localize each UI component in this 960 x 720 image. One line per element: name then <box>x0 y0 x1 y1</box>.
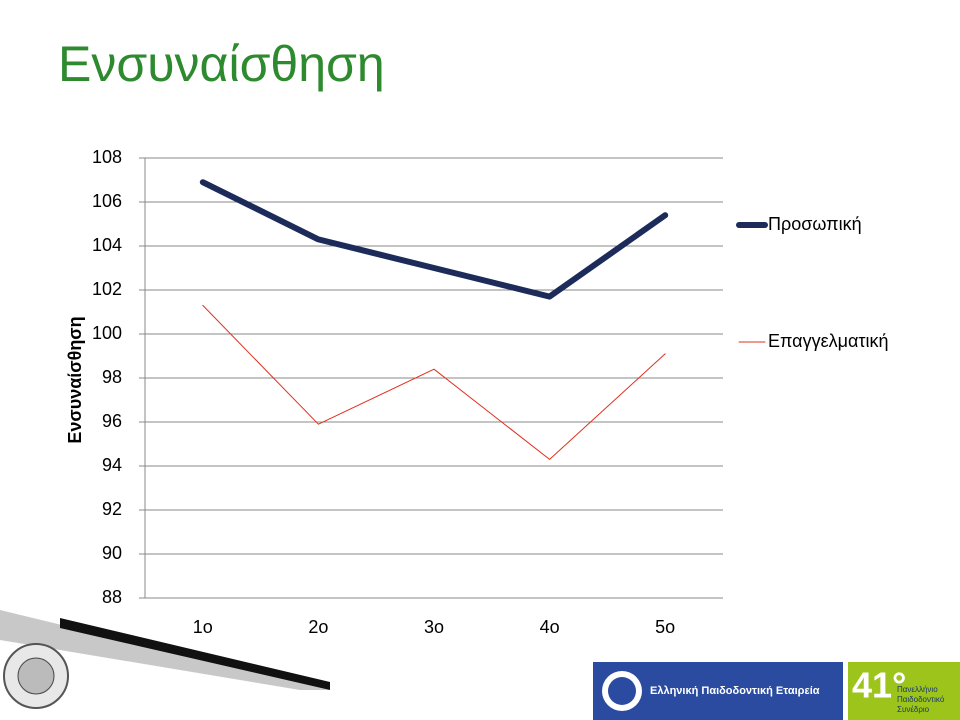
congress-name: Πανελλήνιο <box>897 685 938 694</box>
x-tick-label: 5ο <box>655 617 675 637</box>
slide-title: Ενσυναίσθηση <box>58 36 385 92</box>
society-emblem-inner <box>608 677 636 705</box>
series-line <box>199 179 669 300</box>
y-tick-label: 96 <box>102 411 122 431</box>
society-name: Ελληνική Παιδοδοντική Εταιρεία <box>650 685 820 697</box>
y-tick-label: 108 <box>92 147 122 167</box>
x-tick-label: 4ο <box>540 617 560 637</box>
y-tick-label: 102 <box>92 279 122 299</box>
y-tick-label: 98 <box>102 367 122 387</box>
y-tick-label: 104 <box>92 235 122 255</box>
legend-label: Προσωπική <box>768 214 862 234</box>
x-tick-label: 2ο <box>308 617 328 637</box>
congress-number: 41° <box>852 665 906 706</box>
y-tick-label: 100 <box>92 323 122 343</box>
y-tick-label: 94 <box>102 455 122 475</box>
series-line <box>202 304 666 460</box>
y-tick-label: 106 <box>92 191 122 211</box>
legend-label: Επαγγελματική <box>768 331 889 351</box>
congress-name: Παιδοδοντικό <box>897 695 945 704</box>
y-tick-label: 92 <box>102 499 122 519</box>
decoration <box>60 618 330 690</box>
x-tick-label: 1ο <box>193 617 213 637</box>
y-tick-label: 88 <box>102 587 122 607</box>
congress-name: Συνέδριο <box>897 705 930 714</box>
y-tick-label: 90 <box>102 543 122 563</box>
congress-logo <box>848 662 960 720</box>
x-tick-label: 3ο <box>424 617 444 637</box>
seal-inner <box>17 657 55 695</box>
y-axis-label: Ενσυναίσθηση <box>65 316 85 443</box>
